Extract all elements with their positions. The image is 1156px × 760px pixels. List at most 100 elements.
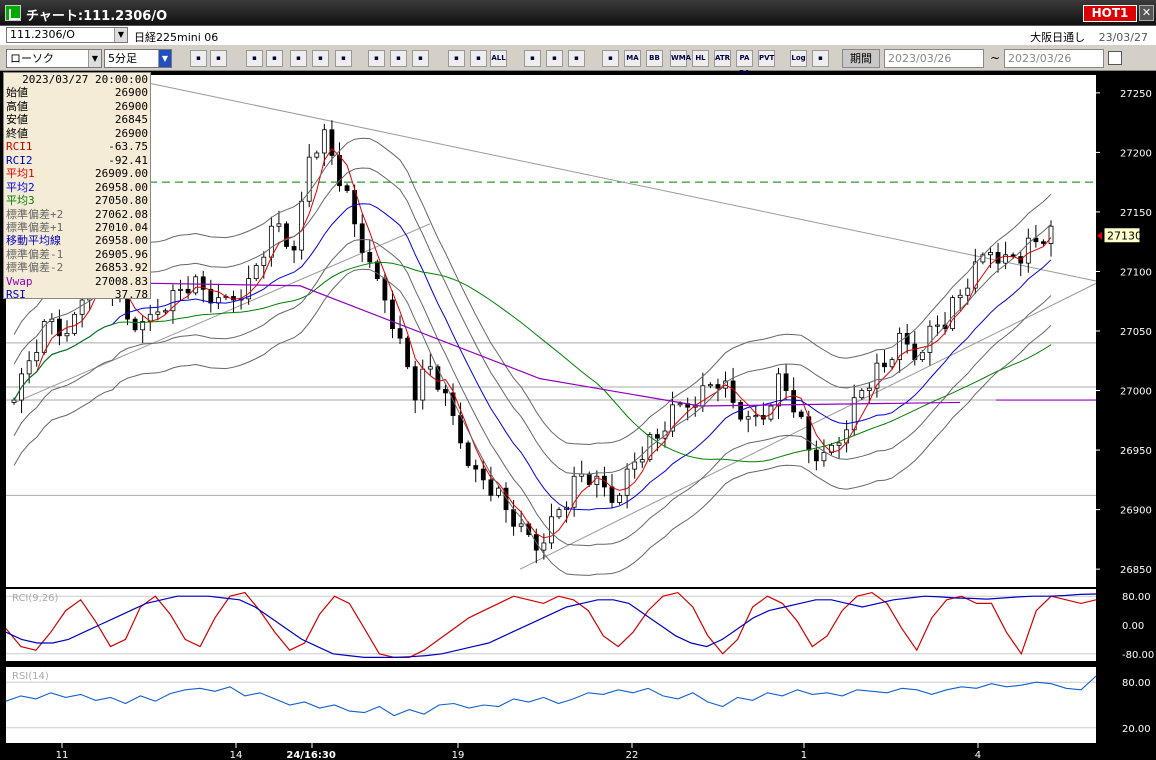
rci-panel[interactable]: 80.00 0.00 -80.00 RCI(9,26) xyxy=(5,589,1154,661)
candle xyxy=(889,359,895,368)
candle xyxy=(367,252,373,263)
candle xyxy=(200,276,206,290)
all-icon[interactable]: ALL xyxy=(490,50,507,67)
atr-icon[interactable]: ATR xyxy=(714,50,731,67)
chart-type-select[interactable]: ローソク ▼ xyxy=(6,49,102,68)
candle xyxy=(972,261,978,289)
bb-icon[interactable]: BB xyxy=(646,50,663,67)
candle xyxy=(344,185,350,191)
candle xyxy=(942,324,948,330)
bar-spacing-icon[interactable]: ▪ xyxy=(210,50,227,67)
info-value: 27010.04 xyxy=(95,220,148,234)
chart-app-icon xyxy=(5,5,21,21)
info-datetime: 2023/03/27 20:00:00 xyxy=(22,73,148,86)
info-value: 26900 xyxy=(114,99,148,113)
chevron-down-icon[interactable]: ▼ xyxy=(114,28,127,42)
x-axis-bg xyxy=(0,745,1156,760)
symbol-code: 111.2306/O xyxy=(10,28,75,41)
date-to-field[interactable]: 2023/03/26 xyxy=(1004,49,1104,68)
info-row: 標準偏差-2 26853.92 xyxy=(6,261,148,274)
zoom-in-icon[interactable]: ▪ xyxy=(190,50,207,67)
tool-icon[interactable]: ▪ xyxy=(335,50,352,67)
candle xyxy=(783,373,789,391)
candle xyxy=(571,475,577,508)
palette-icon[interactable]: ▪ xyxy=(568,50,585,67)
info-value: 26900 xyxy=(114,126,148,140)
info-label: 標準偏差+2 xyxy=(6,207,64,221)
candle xyxy=(185,288,191,294)
pvt-icon[interactable]: PVT xyxy=(758,50,775,67)
ma-icon[interactable]: MA xyxy=(624,50,641,67)
candle xyxy=(72,313,77,334)
candle xyxy=(730,380,736,403)
color-icon[interactable]: ▪ xyxy=(546,50,563,67)
candle xyxy=(26,360,32,375)
chart-area[interactable]: 27250 27200 27150 27100 27050 27000 26950 26900… xyxy=(0,71,1156,760)
zoom-fit-icon[interactable]: ▪ xyxy=(266,50,283,67)
candle xyxy=(609,486,615,503)
close-icon[interactable]: ✕ xyxy=(1139,5,1154,21)
candle xyxy=(57,318,62,337)
band-upper xyxy=(13,137,1052,446)
candle xyxy=(208,288,214,304)
undo-icon[interactable]: ▪ xyxy=(412,50,429,67)
candle xyxy=(321,129,327,154)
hot-button[interactable]: HOT1 xyxy=(1083,5,1137,22)
x-tick-label: 14 xyxy=(230,750,243,760)
info-value: 26853.92 xyxy=(95,261,148,275)
wma-icon[interactable]: WMA xyxy=(670,50,691,67)
candle xyxy=(291,246,297,251)
pen-icon[interactable]: ▪ xyxy=(368,50,385,67)
date-from-field[interactable]: 2023/03/26 xyxy=(884,49,984,68)
hl-icon[interactable]: HL xyxy=(692,50,709,67)
cross-icon[interactable]: ▪ xyxy=(312,50,329,67)
pattern-icon[interactable]: ▪ xyxy=(290,50,307,67)
candle xyxy=(162,310,168,313)
band-upper-2 xyxy=(13,167,1052,475)
pa-icon[interactable]: PA RA xyxy=(736,50,753,77)
bar1-icon[interactable]: ▪ xyxy=(448,50,465,67)
toolbar: ローソク ▼ 5分足 ▼ ▪ ▪ ▪ ▪ ▪ ▪ ▪ ▪ ▪ ▪ ▪ ▪ ALL ▪ ▪ ▪ ▪ MA BB WMA H… xyxy=(0,45,1156,77)
candle xyxy=(904,332,910,345)
candle xyxy=(776,373,781,407)
window-title: チャート:111.2306/O xyxy=(26,9,168,24)
bar2-icon[interactable]: ▪ xyxy=(470,50,487,67)
checkbox[interactable] xyxy=(1108,51,1122,65)
cross2-icon[interactable]: ▪ xyxy=(524,50,541,67)
candle xyxy=(639,459,645,463)
arrow-down-icon[interactable]: ▪ xyxy=(246,50,263,67)
log-icon[interactable]: Log xyxy=(790,50,807,67)
symbol-bar: 111.2306/O ▼ 日経225mini 06 大阪日通し 23/03/27 xyxy=(0,26,1156,45)
candle xyxy=(768,405,774,420)
info-label: 高値 xyxy=(6,99,28,113)
info-value: 26958.00 xyxy=(95,180,148,194)
y-tick-label: 26950 xyxy=(1120,446,1152,457)
candle xyxy=(715,384,721,389)
info-value: 37.78 xyxy=(114,288,148,302)
vwap-line xyxy=(5,280,961,407)
info-value: 27050.80 xyxy=(95,194,148,208)
candle xyxy=(912,343,918,360)
chevron-down-icon[interactable]: ▼ xyxy=(158,50,171,67)
last-price-box xyxy=(1103,227,1141,244)
price-panel[interactable]: 27250 27200 27150 27100 27050 27000 26950 26900… xyxy=(5,75,1152,587)
candle xyxy=(64,332,70,337)
ichimoku-icon[interactable]: ▪ xyxy=(602,50,619,67)
candle xyxy=(798,411,804,418)
chevron-down-icon[interactable]: ▼ xyxy=(88,50,101,67)
rsi-panel[interactable]: 80.00 20.00 RSI(14) xyxy=(5,667,1151,743)
rci-tick-label: -80.00 xyxy=(1122,650,1154,661)
rsi-plot-bg xyxy=(6,667,1096,743)
export-icon[interactable]: ▪ xyxy=(812,50,829,67)
period-button[interactable]: 期間 xyxy=(842,49,880,68)
rci2-line xyxy=(5,593,1097,659)
interval-select[interactable]: 5分足 ▼ xyxy=(104,49,172,68)
symbol-select[interactable]: 111.2306/O ▼ xyxy=(6,27,128,43)
info-panel: 2023/03/27 20:00:00 始値 26900 高値 26900 安値 2684… xyxy=(3,72,151,301)
candle xyxy=(412,366,418,401)
info-row: RSI 37.78 xyxy=(6,288,148,301)
cursor-icon[interactable]: ▪ xyxy=(390,50,407,67)
info-label: RCI1 xyxy=(6,140,33,154)
x-tick-label: 24/16:30 xyxy=(286,750,335,760)
